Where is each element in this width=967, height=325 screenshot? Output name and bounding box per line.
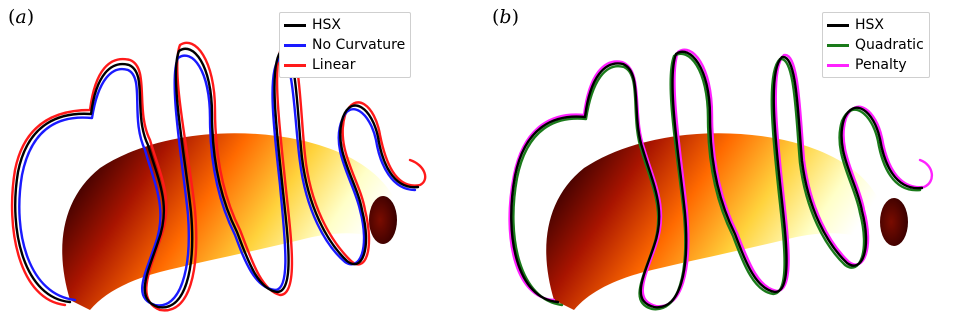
legend-entry: HSX xyxy=(827,15,924,35)
panel-b: (b) HSX Quadratic Penalty xyxy=(484,0,967,325)
legend-swatch xyxy=(827,63,849,67)
coil-linear xyxy=(10,40,427,312)
legend-entry: Quadratic xyxy=(827,35,924,55)
panel-a: (a) HSX No Curvature Linear xyxy=(0,0,483,325)
legend-swatch xyxy=(827,23,849,27)
legend-entry: Penalty xyxy=(827,55,924,75)
panel-label-b: (b) xyxy=(492,6,520,28)
legend-label: HSX xyxy=(312,17,342,33)
panel-label-a: (a) xyxy=(8,6,35,28)
coil-no-curvature xyxy=(18,54,417,307)
surface-end-cap xyxy=(369,196,397,244)
legend-b: HSX Quadratic Penalty xyxy=(822,12,930,78)
legend-label: HSX xyxy=(855,17,885,33)
flux-surface xyxy=(546,133,879,310)
panel-a-scene xyxy=(10,40,427,312)
legend-entry: Linear xyxy=(284,55,405,75)
legend-label: Quadratic xyxy=(855,37,924,53)
legend-label: Linear xyxy=(312,57,356,73)
coil-hsx xyxy=(510,50,924,309)
legend-entry: HSX xyxy=(284,15,405,35)
legend-swatch xyxy=(284,23,306,27)
coil-quadratic xyxy=(512,52,922,311)
legend-swatch xyxy=(827,43,849,47)
panel-b-scene xyxy=(508,48,933,311)
legend-label: Penalty xyxy=(855,57,907,73)
legend-entry: No Curvature xyxy=(284,35,405,55)
legend-a: HSX No Curvature Linear xyxy=(279,12,412,78)
legend-swatch xyxy=(284,43,306,47)
surface-end-cap xyxy=(880,198,908,246)
legend-swatch xyxy=(284,63,306,67)
coil-hsx xyxy=(14,47,420,309)
legend-label: No Curvature xyxy=(312,37,406,53)
